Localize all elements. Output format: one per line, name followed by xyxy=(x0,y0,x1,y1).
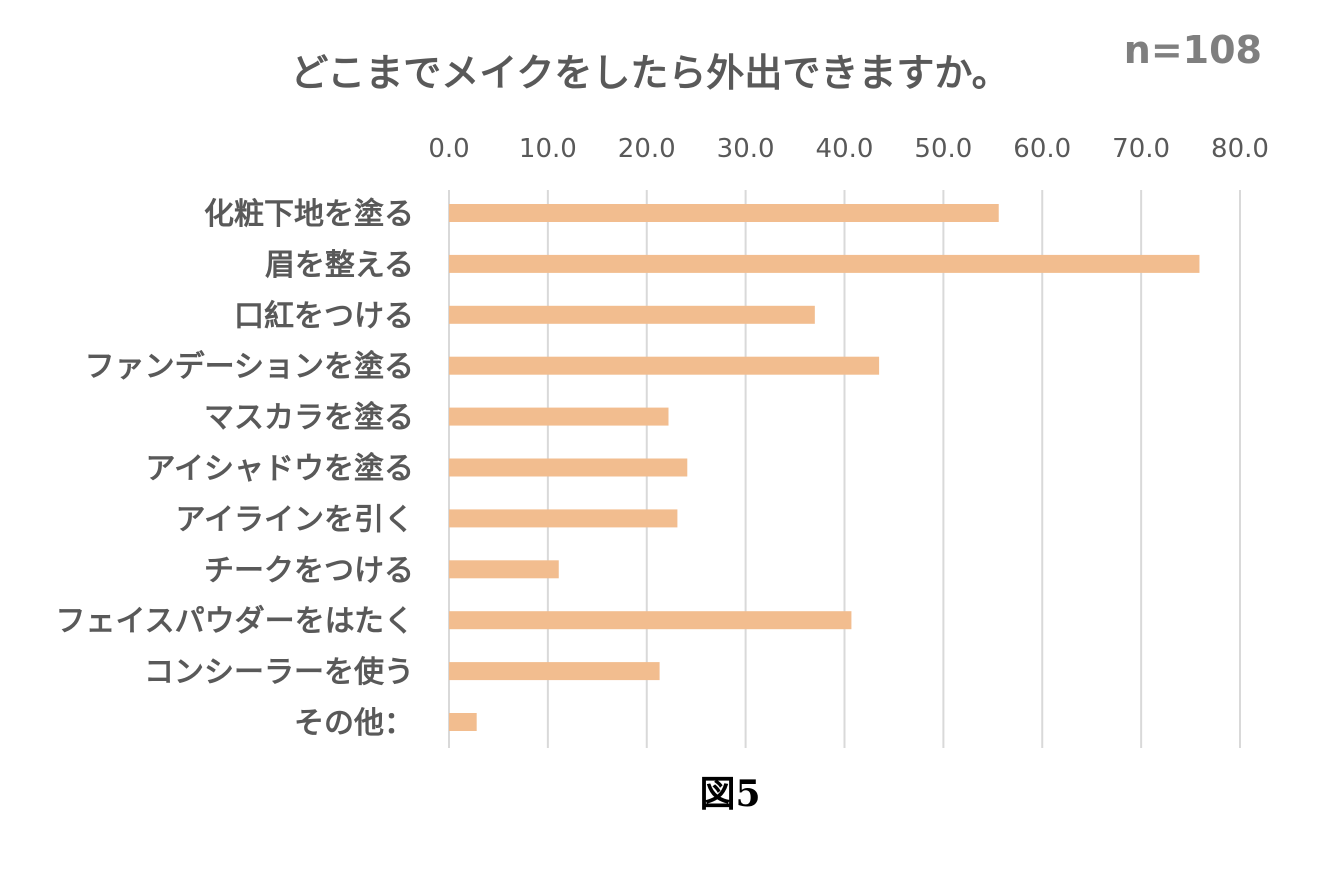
category-label: チークをつける xyxy=(204,553,414,588)
bar xyxy=(449,611,852,630)
figure-caption: 図5 xyxy=(699,773,761,815)
bar xyxy=(449,509,678,528)
bar xyxy=(449,713,477,731)
x-tick-label: 30.0 xyxy=(717,134,775,164)
x-tick-label: 80.0 xyxy=(1211,134,1269,164)
category-label: マスカラを塗る xyxy=(204,401,414,436)
category-label: その他： xyxy=(294,706,414,741)
bar xyxy=(449,458,688,477)
category-label: 眉を整える xyxy=(265,248,414,283)
category-label: コンシーラーを使う xyxy=(144,655,414,690)
sample-size-label: n=108 xyxy=(1123,28,1262,72)
x-tick-label: 50.0 xyxy=(914,134,972,164)
bar xyxy=(449,305,815,324)
bar xyxy=(449,407,669,426)
x-tick-label: 10.0 xyxy=(519,134,577,164)
x-tick-label: 40.0 xyxy=(816,134,874,164)
x-tick-label: 0.0 xyxy=(428,134,469,164)
x-tick-label: 20.0 xyxy=(618,134,676,164)
x-tick-label: 60.0 xyxy=(1013,134,1071,164)
bar xyxy=(449,662,660,681)
category-label: 化粧下地を塗る xyxy=(204,197,414,232)
category-label: 口紅をつける xyxy=(234,299,414,334)
category-label: アイラインを引く xyxy=(176,502,415,537)
category-label: ファンデーションを塗る xyxy=(85,350,414,385)
bar xyxy=(449,356,880,375)
x-tick-label: 70.0 xyxy=(1112,134,1170,164)
bar xyxy=(449,254,1200,273)
chart-title: どこまでメイクをしたら外出できますか。 xyxy=(290,51,1010,95)
bar xyxy=(449,204,999,222)
bar xyxy=(449,560,559,579)
category-label: フェイスパウダーをはたく xyxy=(56,604,415,639)
category-label: アイシャドウを塗る xyxy=(146,452,415,487)
